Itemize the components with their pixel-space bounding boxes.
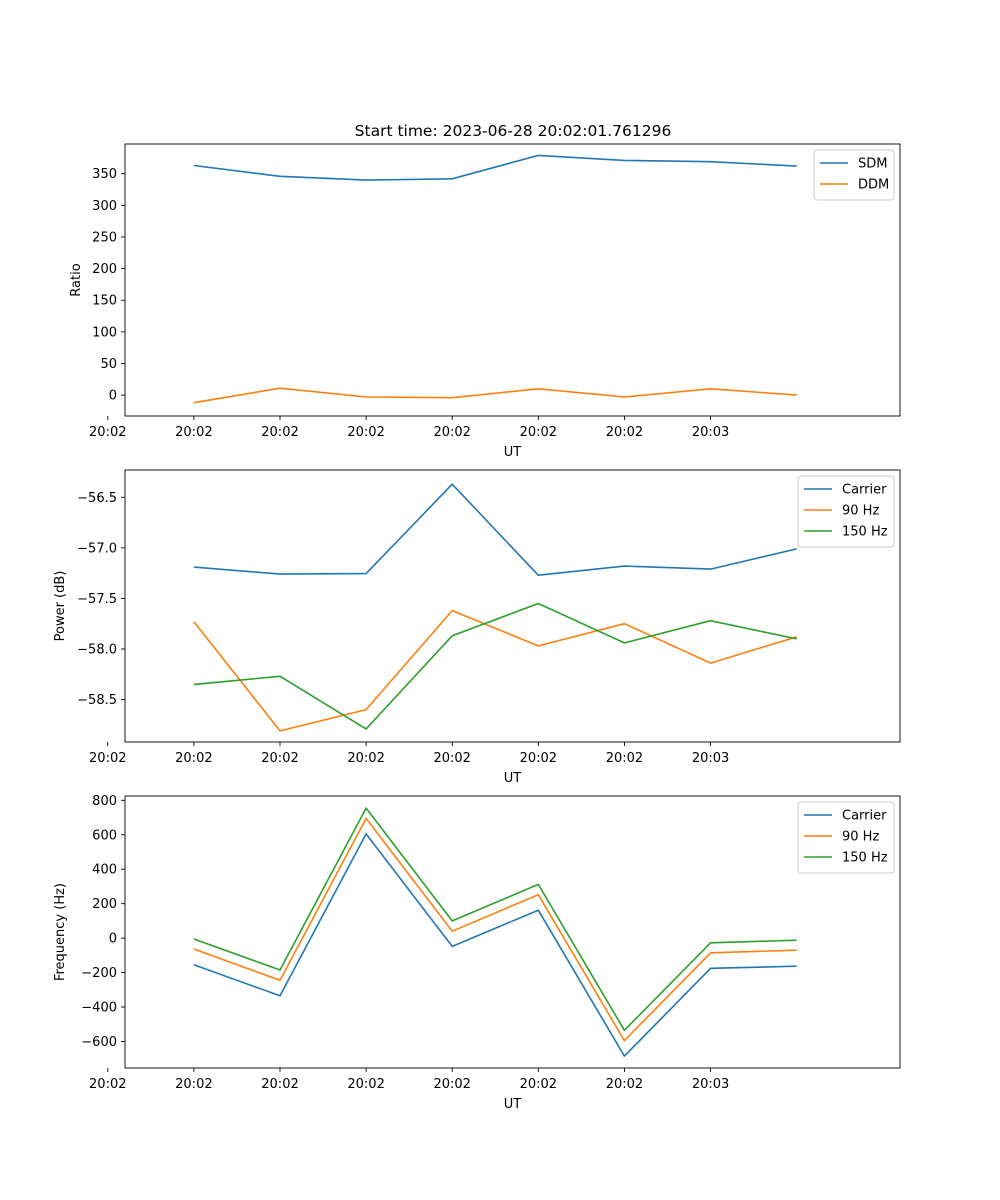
x-tick-label: 20:02: [89, 751, 126, 766]
y-tick-label: 0: [109, 389, 117, 404]
x-tick-label: 20:03: [692, 751, 729, 766]
y-tick-label: −57.0: [77, 541, 117, 556]
y-tick-label: 100: [92, 325, 117, 340]
legend-label-2: 90 Hz: [842, 830, 879, 845]
x-axis-label: UT: [504, 1097, 522, 1112]
legend-label-1: Carrier: [842, 809, 887, 824]
legend-label-2: 90 Hz: [842, 504, 879, 519]
x-tick-label: 20:02: [433, 751, 470, 766]
series-line-1: [193, 154, 797, 181]
y-tick-label: 600: [92, 828, 117, 843]
x-tick-label: 20:02: [520, 425, 557, 440]
series-line-2: [193, 609, 797, 732]
y-tick-label: −600: [81, 1035, 117, 1050]
subplot-1: 20:02 20:02 20:02 20:02 20:02 20:02 20:02 20:03…: [69, 143, 901, 460]
legend-label-2: DDM: [858, 178, 889, 193]
x-tick-label: 20:02: [606, 425, 643, 440]
series-line-2: [193, 387, 797, 404]
x-tick-label: 20:02: [175, 1077, 212, 1092]
legend-label-1: SDM: [858, 157, 887, 172]
axes-frame: [124, 795, 901, 1069]
x-tick-label: 20:02: [261, 751, 298, 766]
x-tick-label: 20:02: [347, 425, 384, 440]
x-axis-label: UT: [504, 445, 522, 460]
y-tick-label: 250: [92, 230, 117, 245]
y-tick-label: −58.5: [77, 693, 117, 708]
x-tick-label: 20:02: [520, 1077, 557, 1092]
y-tick-label: 50: [100, 357, 117, 372]
series-line-1: [193, 833, 797, 1057]
x-tick-label: 20:02: [606, 1077, 643, 1092]
y-tick-label: 800: [92, 794, 117, 809]
y-tick-label: 400: [92, 863, 117, 878]
x-tick-label: 20:02: [520, 751, 557, 766]
x-tick-label: 20:02: [606, 751, 643, 766]
subplot-2: 20:02 20:02 20:02 20:02 20:02 20:02 20:02 20:03…: [53, 469, 901, 786]
series-line-3: [193, 602, 797, 730]
y-tick-label: 150: [92, 294, 117, 309]
x-tick-label: 20:02: [347, 751, 384, 766]
y-tick-label: −200: [81, 966, 117, 981]
y-tick-label: −56.5: [77, 491, 117, 506]
legend-label-1: Carrier: [842, 483, 887, 498]
y-tick-label: −400: [81, 1001, 117, 1016]
x-tick-label: 20:02: [175, 751, 212, 766]
legend-box: [797, 801, 895, 874]
legend-box: [797, 475, 895, 548]
y-tick-label: 200: [92, 262, 117, 277]
y-axis-label: Frequency (Hz): [53, 883, 68, 981]
legend: Carrier 90 Hz 150 Hz: [797, 801, 895, 874]
x-tick-label: 20:03: [692, 425, 729, 440]
y-tick-label: 200: [92, 897, 117, 912]
x-tick-label: 20:02: [261, 1077, 298, 1092]
y-axis-label: Power (dB): [53, 571, 68, 642]
x-tick-label: 20:03: [692, 1077, 729, 1092]
series-line-3: [193, 807, 797, 1032]
y-tick-label: −57.5: [77, 592, 117, 607]
subplots: 20:02 20:02 20:02 20:02 20:02 20:02 20:02 20:03…: [53, 143, 901, 1112]
legend-label-3: 150 Hz: [842, 525, 888, 540]
x-tick-label: 20:02: [347, 1077, 384, 1092]
axes-frame: [124, 469, 901, 743]
y-tick-label: 350: [92, 167, 117, 182]
x-tick-label: 20:02: [175, 425, 212, 440]
series-line-2: [193, 817, 797, 1042]
legend: Carrier 90 Hz 150 Hz: [797, 475, 895, 548]
x-tick-label: 20:02: [261, 425, 298, 440]
x-tick-label: 20:02: [89, 425, 126, 440]
subplot-3: 20:02 20:02 20:02 20:02 20:02 20:02 20:02 20:03…: [53, 794, 901, 1112]
axes-frame: [124, 143, 901, 417]
x-tick-label: 20:02: [433, 1077, 470, 1092]
legend: SDM DDM: [813, 149, 895, 201]
y-axis-label: Ratio: [69, 263, 84, 296]
x-axis-label: UT: [504, 771, 522, 786]
legend-label-3: 150 Hz: [842, 851, 888, 866]
y-tick-label: 0: [109, 932, 117, 947]
figure-title: Start time: 2023-06-28 20:02:01.761296: [355, 122, 672, 140]
y-tick-label: 300: [92, 199, 117, 214]
y-tick-label: −58.0: [77, 642, 117, 657]
series-line-1: [193, 483, 797, 577]
x-tick-label: 20:02: [89, 1077, 126, 1092]
x-tick-label: 20:02: [433, 425, 470, 440]
